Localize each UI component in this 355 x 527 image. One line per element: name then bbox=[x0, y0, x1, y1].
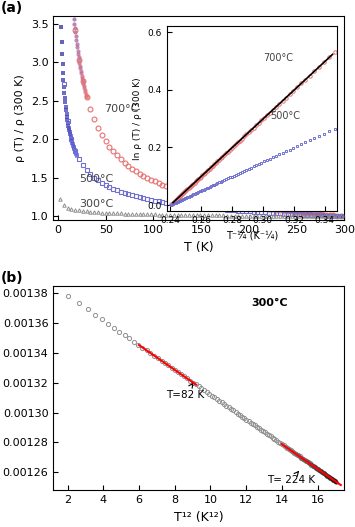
Text: 500°C: 500°C bbox=[79, 174, 113, 184]
Y-axis label: ρ (T) / ρ (300 K): ρ (T) / ρ (300 K) bbox=[15, 74, 25, 162]
Text: 300°C: 300°C bbox=[79, 199, 113, 209]
Text: (a): (a) bbox=[1, 1, 23, 15]
Text: T=82 K: T=82 K bbox=[166, 384, 204, 399]
Text: T= 224 K: T= 224 K bbox=[268, 472, 316, 485]
X-axis label: T (K): T (K) bbox=[184, 241, 214, 253]
Text: 300°C: 300°C bbox=[251, 298, 288, 308]
X-axis label: T⁻¼ (K⁻¼): T⁻¼ (K⁻¼) bbox=[226, 230, 278, 240]
Text: 700°C: 700°C bbox=[263, 53, 293, 63]
Text: 700°C: 700°C bbox=[104, 104, 138, 114]
Y-axis label: ln ρ (T) / ρ (300 K): ln ρ (T) / ρ (300 K) bbox=[133, 77, 142, 160]
Text: 500°C: 500°C bbox=[271, 111, 301, 121]
X-axis label: T¹² (K¹²): T¹² (K¹²) bbox=[174, 511, 224, 523]
Text: (b): (b) bbox=[1, 270, 23, 285]
